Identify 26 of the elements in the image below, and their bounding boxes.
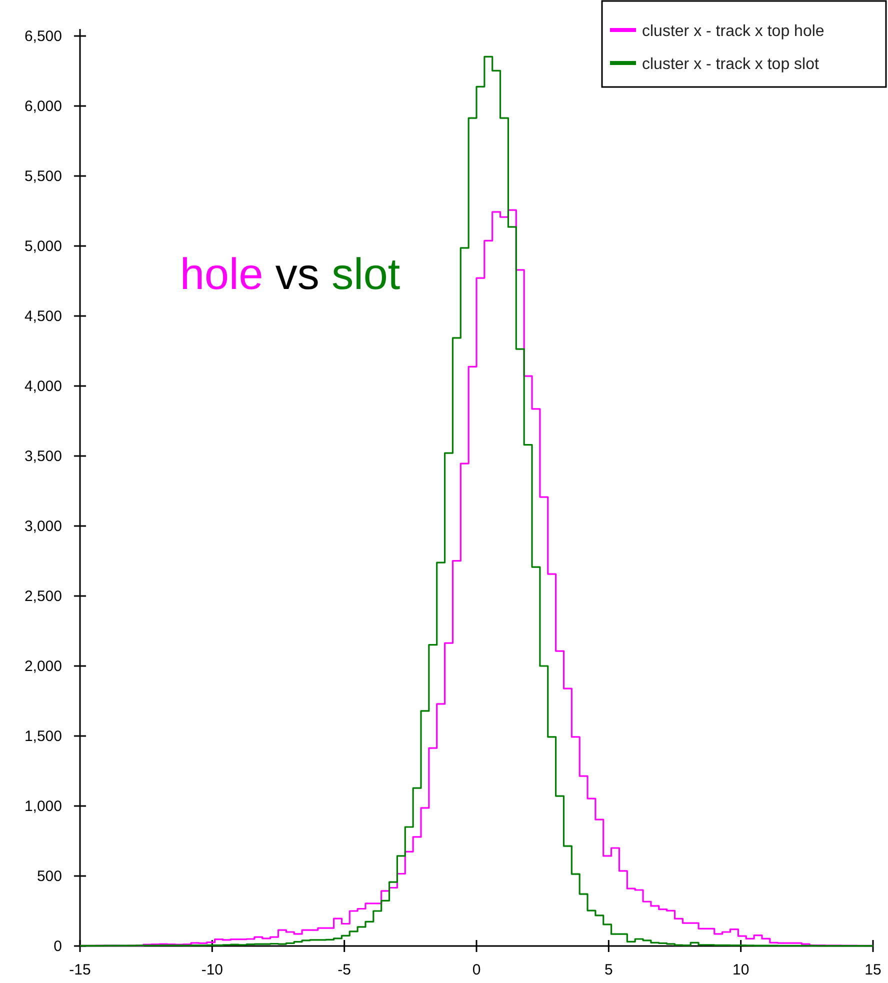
y-tick-label: 6,000 (24, 98, 62, 115)
y-tick-label: 4,000 (24, 378, 62, 395)
x-tick-label: 15 (864, 962, 882, 979)
y-tick-label: 3,500 (24, 448, 62, 465)
y-tick-label: 3,000 (24, 518, 62, 535)
y-tick-label: 6,500 (24, 28, 62, 45)
y-tick-label: 2,500 (24, 588, 62, 605)
y-tick-label: 5,000 (24, 238, 62, 255)
annotation: hole (180, 250, 264, 299)
y-tick-label: 500 (36, 868, 62, 885)
y-tick-label: 5,500 (24, 168, 62, 185)
x-tick-label: 5 (604, 962, 613, 979)
x-tick-label: -15 (69, 962, 91, 979)
y-tick-label: 2,000 (24, 658, 62, 675)
y-tick-label: 4,500 (24, 308, 62, 325)
x-tick-label: 0 (472, 962, 481, 979)
x-tick-label: -5 (338, 962, 352, 979)
x-tick-label: -10 (201, 962, 224, 979)
legend-label: cluster x - track x top hole (642, 23, 824, 40)
x-tick-label: 10 (732, 962, 750, 979)
annotation: slot (319, 250, 400, 299)
annotation: vs (263, 250, 320, 299)
y-tick-label: 0 (54, 938, 62, 955)
y-tick-label: 1,500 (24, 728, 62, 745)
y-tick-label: 1,000 (24, 798, 62, 815)
legend-label: cluster x - track x top slot (642, 56, 820, 73)
